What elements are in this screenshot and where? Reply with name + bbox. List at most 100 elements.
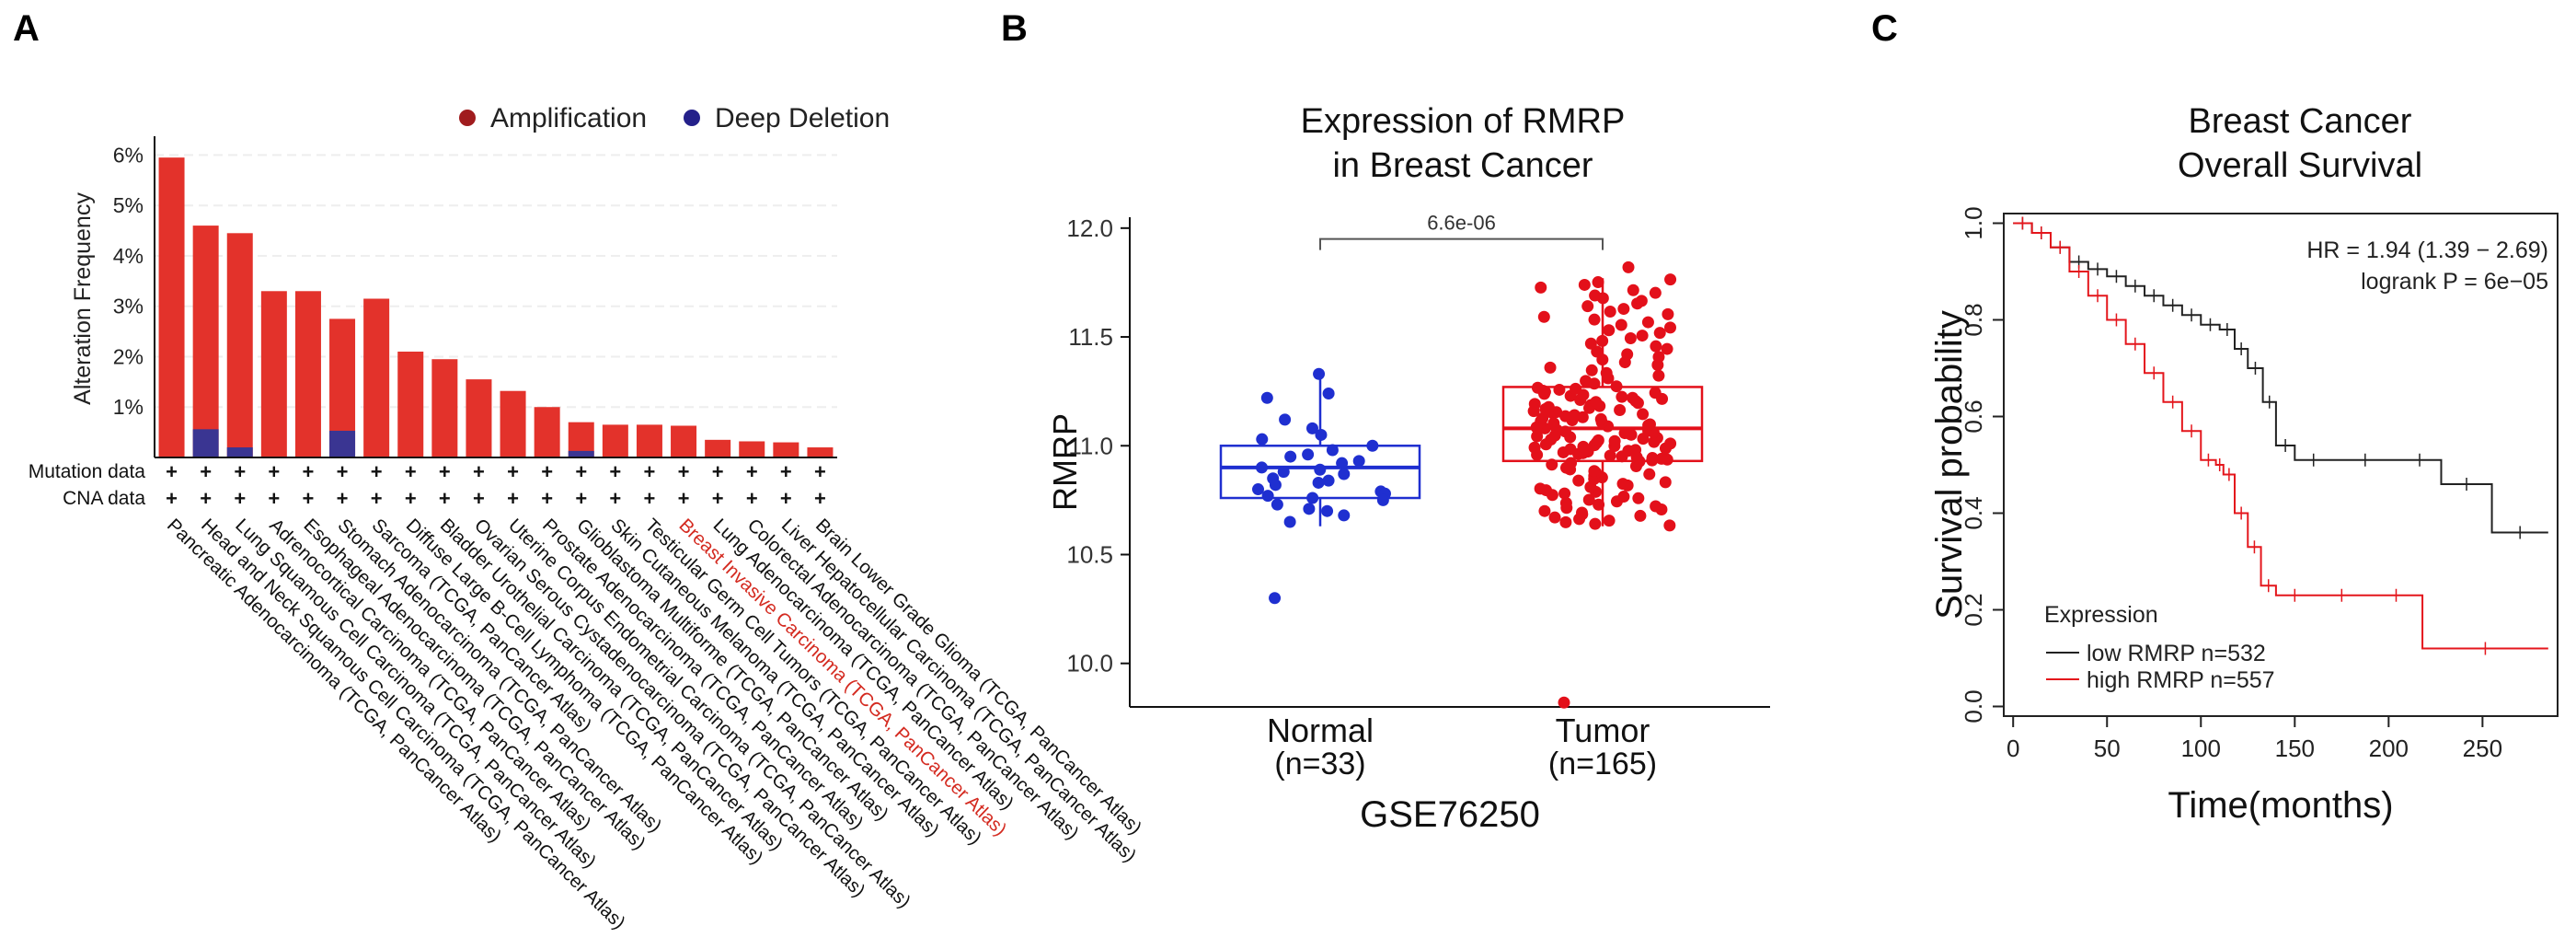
b-point-tumor-outlier [1558, 696, 1570, 709]
b-point-tumor [1553, 383, 1566, 396]
b-point-tumor [1536, 411, 1549, 424]
b-point-tumor [1592, 434, 1604, 446]
b-point-tumor [1616, 390, 1628, 403]
b-point-tumor [1580, 375, 1593, 388]
b-point-tumor [1627, 391, 1639, 404]
b-point-normal [1283, 515, 1296, 528]
a-bars [158, 157, 834, 457]
a-cna-marker: + [234, 487, 246, 510]
b-point-normal [1269, 592, 1282, 605]
b-point-normal [1322, 388, 1335, 400]
b-point-tumor [1588, 313, 1601, 326]
b-point-normal [1336, 457, 1349, 469]
a-y-ticks: 1% 2% 3% 4% 5% 6% [113, 143, 144, 419]
c-y-tick-label: 0.8 [1960, 303, 1987, 336]
b-point-normal [1260, 391, 1273, 404]
b-point-tumor [1663, 519, 1676, 532]
b-point-tumor [1624, 331, 1637, 344]
a-bar-amplification [226, 233, 253, 457]
c-legend-low-label: low RMRP n=532 [2087, 641, 2266, 666]
b-point-tumor [1559, 497, 1572, 510]
b-title-line1: Expression of RMRP [1301, 102, 1626, 141]
c-y-axis-label: Survival probability [1929, 310, 1970, 619]
b-point-normal [1256, 433, 1269, 446]
a-y-tick-label: 2% [113, 344, 144, 368]
a-bar-deep-deletion [329, 430, 356, 457]
b-point-normal [1306, 492, 1319, 504]
a-gridlines [155, 154, 837, 409]
b-point-tumor [1576, 506, 1589, 519]
b-point-tumor [1589, 517, 1602, 530]
b-x-axis-label: GSE76250 [1360, 794, 1540, 835]
c-x-tick-label: 250 [2463, 735, 2502, 762]
b-y-tick-label: 12.0 [1066, 214, 1113, 242]
b-point-tumor [1570, 382, 1582, 395]
c-x-tick-label: 200 [2369, 735, 2409, 762]
b-point-tumor [1604, 449, 1616, 462]
b-point-tumor [1577, 440, 1590, 453]
b-y-axis-label: RMRP [1046, 413, 1084, 511]
c-x-tick-label: 100 [2181, 735, 2221, 762]
b-point-normal [1352, 455, 1365, 468]
a-y-tick-label: 1% [113, 395, 144, 419]
b-point-normal [1326, 444, 1339, 457]
a-y-tick-label: 5% [113, 193, 144, 217]
a-mutation-marker: + [337, 460, 349, 483]
b-y-ticks: 10.0 10.5 11.0 11.5 12.0 [1066, 214, 1130, 677]
b-point-normal [1322, 474, 1335, 487]
a-bar-amplification [294, 291, 321, 457]
b-point-tumor [1614, 404, 1627, 417]
a-bar-amplification [705, 439, 731, 457]
b-point-tumor [1578, 278, 1591, 291]
b-point-normal [1312, 476, 1325, 489]
b-point-tumor [1582, 493, 1595, 506]
b-point-normal [1277, 466, 1290, 479]
a-cna-marker: + [166, 487, 178, 510]
b-point-tumor [1652, 351, 1665, 364]
b-point-normal [1269, 479, 1282, 492]
a-cna-marker: + [507, 487, 519, 510]
b-point-normal [1261, 490, 1274, 503]
b-point-tumor [1590, 396, 1603, 409]
panel-a-bar-chart: 1% 2% 3% 4% 5% 6% Alteration Frequency Amplif… [29, 103, 1146, 933]
b-point-tumor [1636, 330, 1649, 342]
a-legend: Amplification Deep Deletion [459, 103, 890, 133]
b-point-tumor [1649, 286, 1662, 299]
b-point-tumor [1589, 289, 1602, 302]
a-y-axis-label: Alteration Frequency [70, 192, 96, 405]
a-cna-marker: + [746, 487, 758, 510]
a-mutation-marker: + [303, 460, 315, 483]
b-point-tumor [1546, 458, 1558, 471]
a-row-label-mutation: Mutation data [29, 461, 146, 482]
b-p-value: 6.6e-06 [1427, 212, 1496, 235]
b-box-tumor [1501, 386, 1704, 463]
b-point-tumor [1643, 468, 1656, 480]
a-bar-amplification [534, 407, 560, 457]
b-point-normal [1338, 509, 1351, 522]
panel-b-box-plot: Expression of RMRP in Breast Cancer 10.0… [1046, 102, 1770, 835]
a-mutation-marker: + [268, 460, 280, 483]
b-point-tumor [1538, 504, 1551, 517]
b-point-tumor [1547, 417, 1560, 430]
panel-label-c: C [1871, 8, 1898, 49]
a-cna-marker: + [200, 487, 212, 510]
a-x-tick-labels: Pancreatic Adenocarcinoma (TCGA, PanCanc… [163, 515, 1145, 933]
c-axis-ticks: 0 50 100 150 200 250 0.0 0.2 0.4 0.6 0.8 1.0 [1960, 206, 2502, 762]
b-point-tumor [1649, 387, 1662, 399]
a-bar-amplification [431, 359, 458, 457]
b-point-tumor [1652, 369, 1665, 382]
b-point-tumor [1558, 487, 1571, 500]
b-group-normal-n: (n=33) [1274, 746, 1365, 781]
b-point-tumor [1537, 310, 1550, 323]
b-point-tumor [1621, 348, 1634, 361]
b-point-tumor [1632, 492, 1645, 504]
a-mutation-marker: + [746, 460, 758, 483]
b-group-tumor-label: Tumor [1556, 712, 1650, 749]
a-bar-amplification [158, 157, 185, 457]
c-y-tick-label: 0.6 [1960, 399, 1987, 433]
b-y-tick-label: 11.5 [1068, 323, 1113, 351]
a-bar-amplification [739, 441, 765, 457]
b-point-tumor [1629, 444, 1642, 457]
b-point-tumor [1564, 443, 1577, 456]
b-point-tumor [1659, 476, 1672, 489]
